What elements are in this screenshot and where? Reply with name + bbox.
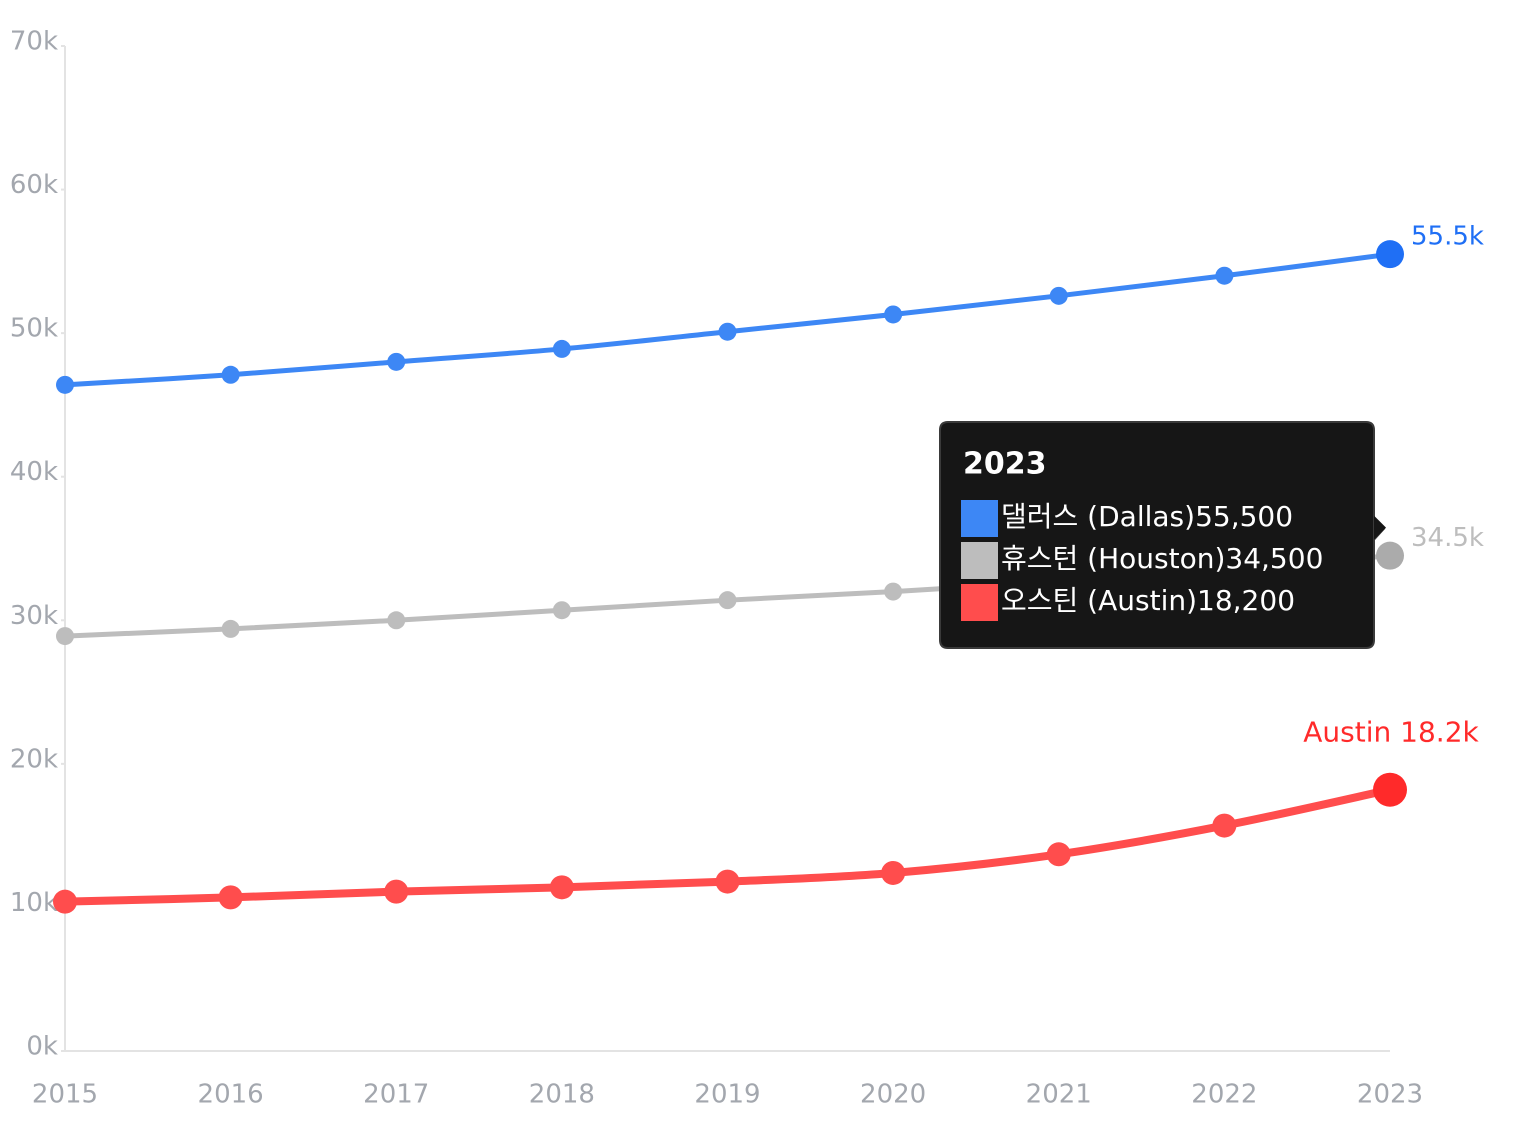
- end-label: 34.5k: [1411, 523, 1484, 553]
- end-label: Austin 18.2k: [1303, 716, 1479, 749]
- tooltip-series-name: 휴스턴 (Houston): [1001, 542, 1225, 575]
- y-tick-label: 50k: [10, 314, 58, 344]
- data-point: [1049, 286, 1068, 305]
- tooltip-swatch: [961, 542, 998, 579]
- x-tick-label: 2021: [1026, 1080, 1092, 1110]
- tooltip-row: 댈러스 (Dallas)55,500: [1001, 500, 1293, 533]
- data-point: [718, 322, 737, 341]
- x-tick-label: 2015: [32, 1080, 98, 1110]
- data-point: [884, 305, 903, 324]
- x-tick-label: 2020: [860, 1080, 926, 1110]
- x-tick-label: 2016: [198, 1080, 264, 1110]
- tooltip-row: 오스틴 (Austin)18,200: [1001, 584, 1295, 617]
- series-line: [62, 251, 1393, 388]
- x-tick-label: 2017: [363, 1080, 429, 1110]
- data-point: [218, 885, 243, 910]
- y-tick-label: 20k: [10, 744, 58, 774]
- data-point: [884, 582, 903, 601]
- x-tick-label: 2019: [694, 1080, 760, 1110]
- tooltip-swatch: [961, 584, 998, 621]
- data-point: [387, 611, 406, 630]
- tooltip-arrow: [1374, 515, 1386, 540]
- tooltip-series-name: 댈러스 (Dallas): [1001, 500, 1195, 533]
- tooltip-title: 2023: [963, 447, 1047, 482]
- data-point: [56, 627, 74, 646]
- tooltip-box: [939, 421, 1386, 649]
- tooltip-series-name: 오스틴 (Austin): [1001, 584, 1197, 617]
- tooltip: 2023 댈러스 (Dallas)55,500 휴스턴 (Houston)34,50…: [939, 421, 1386, 649]
- data-point: [53, 889, 77, 914]
- data-point: [715, 869, 740, 894]
- x-tick-label: 2018: [529, 1080, 595, 1110]
- data-point: [221, 619, 240, 638]
- end-label: 55.5k: [1411, 222, 1484, 252]
- tooltip-swatch: [961, 500, 998, 537]
- y-tick-label: 10k: [10, 888, 58, 918]
- data-point: [384, 879, 409, 904]
- data-point: [552, 339, 571, 358]
- tooltip-value: 18,200: [1197, 584, 1295, 617]
- y-tick-label: 60k: [10, 170, 58, 200]
- x-tick-label: 2023: [1357, 1080, 1423, 1110]
- data-point: [387, 352, 406, 371]
- data-point: [221, 365, 240, 384]
- y-tick-label: 30k: [10, 601, 58, 631]
- data-point: [549, 875, 574, 900]
- data-point: [718, 591, 737, 610]
- y-tick-label: 40k: [10, 457, 58, 487]
- y-tick-label: 0k: [26, 1032, 58, 1062]
- data-point: [1373, 772, 1407, 807]
- data-point: [881, 860, 906, 885]
- y-tick-label: 70k: [10, 27, 58, 57]
- tooltip-value: 34,500: [1225, 542, 1323, 575]
- data-point: [1376, 541, 1404, 570]
- data-point: [1212, 813, 1237, 838]
- data-point: [1376, 240, 1404, 269]
- data-point: [56, 375, 74, 394]
- data-point: [1046, 842, 1071, 867]
- tooltip-row: 휴스턴 (Houston)34,500: [1001, 542, 1323, 575]
- data-point: [1215, 266, 1234, 285]
- tooltip-value: 55,500: [1195, 500, 1293, 533]
- data-point: [552, 601, 571, 620]
- x-tick-label: 2022: [1191, 1080, 1257, 1110]
